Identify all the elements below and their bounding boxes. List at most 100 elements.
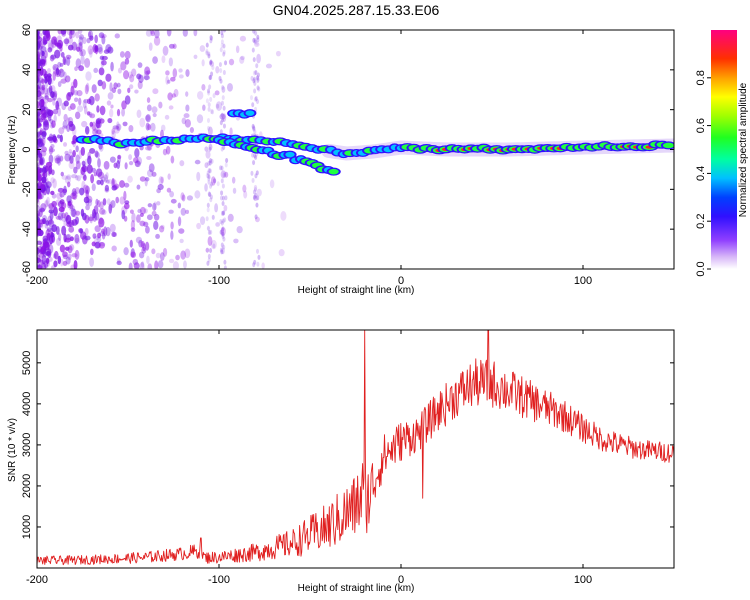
noise-speckle: [184, 119, 191, 128]
noise-speckle: [38, 61, 43, 67]
noise-speckle: [146, 169, 154, 178]
noise-speckle: [158, 225, 165, 233]
noise-speckle: [55, 67, 60, 76]
noise-speckle: [254, 192, 258, 198]
noise-speckle: [64, 153, 71, 162]
noise-speckle: [183, 260, 187, 269]
noise-speckle: [214, 203, 219, 213]
noise-speckle: [59, 191, 65, 198]
noise-speckle: [222, 236, 226, 242]
noise-speckle: [40, 246, 45, 253]
noise-speckle: [254, 96, 258, 102]
noise-speckle: [214, 90, 220, 96]
noise-speckle: [204, 183, 208, 192]
noise-speckle: [209, 197, 213, 203]
noise-speckle: [50, 227, 54, 234]
noise-speckle: [207, 253, 211, 259]
noise-speckle: [129, 239, 133, 248]
noise-speckle: [152, 112, 157, 118]
branch-blob: [328, 168, 339, 175]
noise-speckle: [207, 229, 211, 235]
noise-speckle: [52, 97, 56, 106]
noise-speckle: [112, 179, 117, 187]
noise-speckle: [208, 143, 213, 151]
noise-speckle: [239, 56, 245, 64]
noise-speckle: [253, 80, 257, 86]
noise-speckle: [67, 253, 72, 261]
noise-speckle: [59, 244, 66, 253]
noise-speckle: [48, 42, 54, 52]
noise-speckle: [37, 149, 41, 156]
noise-speckle: [57, 255, 62, 265]
noise-speckle: [41, 84, 46, 91]
noise-speckle: [205, 50, 209, 56]
noise-speckle: [221, 234, 225, 240]
noise-speckle: [91, 183, 96, 192]
noise-speckle: [101, 81, 107, 90]
noise-speckle: [98, 32, 105, 39]
spectrogram-ytick-label: 40: [21, 64, 33, 76]
noise-speckle: [170, 230, 174, 240]
noise-speckle: [54, 157, 61, 164]
noise-speckle: [249, 95, 253, 101]
noise-speckle: [206, 260, 210, 266]
noise-speckle: [85, 204, 90, 211]
noise-speckle: [139, 206, 146, 215]
noise-speckle: [50, 177, 55, 184]
branch-blob: [285, 151, 295, 158]
noise-speckle: [89, 213, 93, 224]
noise-speckle: [37, 266, 42, 269]
noise-speckle: [219, 68, 223, 74]
noise-speckle: [49, 148, 55, 153]
noise-speckle: [162, 148, 168, 156]
noise-speckle: [209, 59, 213, 65]
noise-speckle: [47, 136, 54, 141]
ridge-blob: [662, 142, 674, 149]
noise-speckle: [51, 224, 58, 233]
noise-speckle: [160, 224, 165, 230]
noise-speckle: [94, 45, 99, 55]
noise-speckle: [46, 196, 50, 207]
noise-speckle: [162, 247, 168, 257]
noise-speckle: [130, 251, 137, 258]
colorbar-tick-label: 0.4: [695, 166, 707, 181]
noise-speckle: [48, 154, 54, 164]
snr-background: [37, 330, 674, 568]
noise-speckle: [68, 226, 75, 233]
noise-speckle: [209, 60, 215, 67]
noise-speckle: [90, 248, 94, 256]
noise-speckle: [215, 66, 220, 74]
noise-speckle: [84, 214, 90, 224]
snr-panel: -200 -100 0 100 1000 2000 3000 4000 5000 Height …: [7, 329, 675, 594]
noise-speckle: [177, 202, 182, 209]
noise-speckle: [128, 262, 133, 269]
noise-speckle: [133, 157, 139, 164]
noise-speckle: [37, 34, 41, 41]
noise-speckle: [231, 176, 236, 184]
snr-ylabel: SNR (10 * v/v): [7, 418, 18, 482]
noise-speckle: [78, 65, 85, 72]
noise-speckle: [121, 108, 126, 117]
noise-speckle: [101, 228, 105, 234]
noise-speckle: [72, 149, 76, 158]
noise-speckle: [220, 170, 227, 179]
noise-speckle: [77, 30, 83, 35]
noise-speckle: [69, 123, 76, 132]
noise-speckle: [232, 187, 237, 194]
upper-blob: [245, 110, 255, 116]
noise-speckle: [37, 68, 40, 78]
noise-speckle: [193, 54, 198, 60]
noise-speckle: [37, 261, 41, 268]
noise-speckle: [181, 194, 186, 202]
noise-speckle: [252, 125, 256, 131]
noise-speckle: [89, 113, 96, 119]
noise-speckle: [153, 36, 161, 46]
noise-speckle: [109, 156, 116, 163]
noise-speckle: [52, 36, 57, 41]
noise-speckle: [75, 145, 79, 153]
noise-speckle: [194, 159, 201, 165]
noise-speckle: [66, 117, 71, 123]
noise-speckle: [121, 205, 128, 215]
